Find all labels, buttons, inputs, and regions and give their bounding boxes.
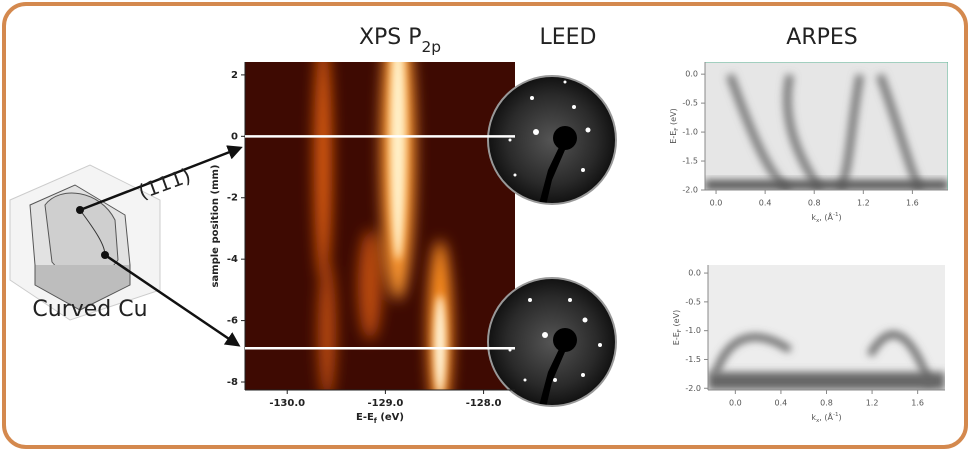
x-tick-label: 1.6 bbox=[906, 199, 919, 208]
label-part: sample position (mm) bbox=[210, 164, 221, 287]
label-part: (eV) bbox=[377, 412, 404, 423]
xps-heatmap bbox=[245, 0, 515, 420]
facet-label: (111) bbox=[135, 163, 194, 204]
y-tick-label: -4 bbox=[227, 254, 238, 265]
label-part: 2p bbox=[422, 38, 442, 56]
x-tick-label: 1.2 bbox=[857, 199, 870, 208]
x-tick-label: -130.0 bbox=[269, 398, 305, 409]
sample-label: Curved Cu bbox=[32, 297, 147, 322]
label-part: E-E bbox=[356, 412, 374, 423]
arpes-image bbox=[708, 265, 945, 390]
y-tick-label: -1.0 bbox=[685, 326, 701, 335]
x-tick-label: 0.8 bbox=[808, 199, 821, 208]
x-tick-label: 0.4 bbox=[775, 399, 788, 408]
figure: (111) Curved Cu bbox=[0, 0, 970, 451]
y-tick-label: -2 bbox=[227, 193, 238, 204]
heading: LEED bbox=[540, 25, 597, 50]
y-axis-label: E-EF (eV) bbox=[672, 310, 683, 345]
y-tick-label: -8 bbox=[227, 377, 238, 388]
heading: XPS P2p bbox=[359, 25, 441, 56]
x-tick-label: 0.0 bbox=[710, 199, 723, 208]
label-part: E-E bbox=[669, 131, 678, 144]
x-tick-label: 1.6 bbox=[911, 399, 924, 408]
label-part: (eV) bbox=[672, 310, 681, 329]
y-tick-label: -1.5 bbox=[682, 157, 698, 166]
y-tick-label: -6 bbox=[227, 316, 238, 327]
y-tick-label: -0.5 bbox=[682, 99, 698, 108]
label-part: ) bbox=[839, 213, 842, 222]
x-tick-label: -128.0 bbox=[466, 398, 502, 409]
x-axis-label: kx, (Å-1) bbox=[811, 411, 841, 424]
x-axis-label: kx, (Å-1) bbox=[811, 211, 841, 224]
x-tick-label: 1.2 bbox=[866, 399, 879, 408]
y-axis-label: sample position (mm) bbox=[210, 164, 221, 287]
page: (111) Curved Cu bbox=[0, 0, 970, 451]
label-part: E-E bbox=[672, 332, 681, 345]
y-tick-label: 0.0 bbox=[688, 269, 701, 278]
label-part: ) bbox=[839, 413, 842, 422]
y-tick-label: -2.0 bbox=[682, 186, 698, 195]
y-axis-label: E-EF (eV) bbox=[669, 108, 680, 143]
x-tick-label: 0.8 bbox=[820, 399, 833, 408]
label-part: , (Å bbox=[819, 411, 833, 422]
y-tick-label: -0.5 bbox=[685, 297, 701, 306]
y-tick-label: -1.0 bbox=[682, 128, 698, 137]
y-tick-label: 2 bbox=[231, 70, 238, 81]
label-part: (eV) bbox=[669, 108, 678, 127]
x-tick-label: 0.0 bbox=[729, 399, 742, 408]
y-tick-label: 0.0 bbox=[685, 70, 698, 79]
x-tick-label: -129.0 bbox=[368, 398, 404, 409]
y-tick-label: -1.5 bbox=[685, 355, 701, 364]
x-axis-label: E-Ef (eV) bbox=[356, 412, 404, 425]
x-tick-label: 0.4 bbox=[759, 199, 772, 208]
heading: ARPES bbox=[786, 25, 857, 50]
label-part: , (Å bbox=[819, 211, 833, 222]
label-part: XPS P bbox=[359, 25, 422, 50]
arpes-image bbox=[705, 62, 948, 190]
y-tick-label: -2.0 bbox=[685, 384, 701, 393]
y-tick-label: 0 bbox=[231, 131, 238, 142]
